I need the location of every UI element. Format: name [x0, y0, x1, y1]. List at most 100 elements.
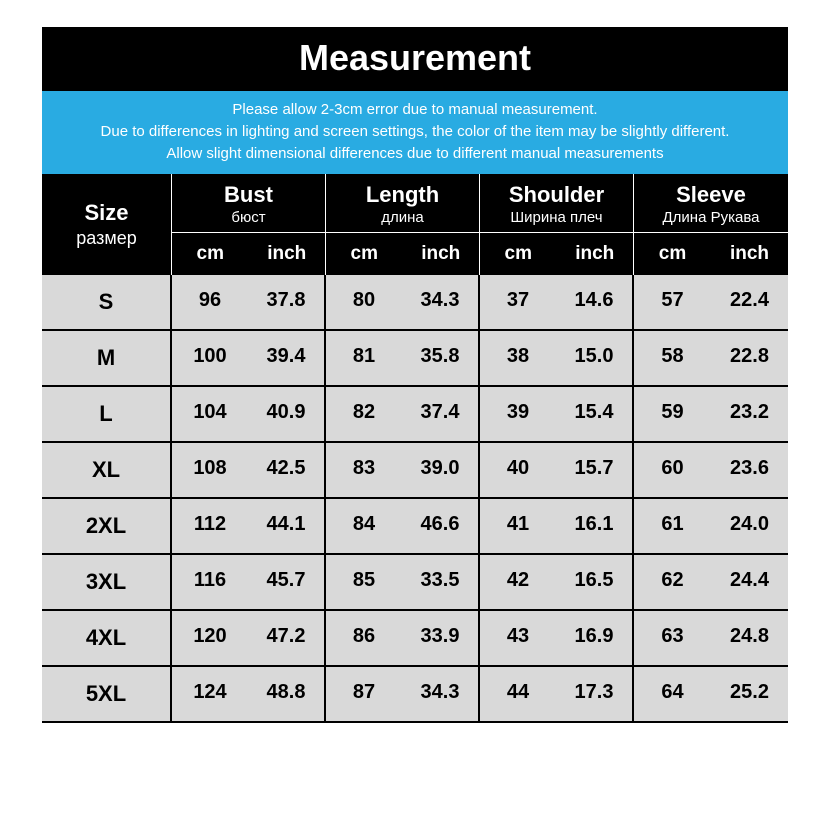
- measurement-group: 8034.3: [326, 275, 480, 329]
- value-cm: 116: [172, 555, 248, 609]
- size-cell: XL: [42, 443, 172, 497]
- table-row: S9637.88034.33714.65722.4: [42, 275, 788, 331]
- measurement-group: 9637.8: [172, 275, 326, 329]
- value-inch: 34.3: [402, 275, 478, 329]
- value-inch: 16.1: [556, 499, 632, 553]
- value-cm: 85: [326, 555, 402, 609]
- value-inch: 16.5: [556, 555, 632, 609]
- table-row: 5XL12448.88734.34417.36425.2: [42, 667, 788, 723]
- measurement-group: 6023.6: [634, 443, 788, 497]
- unit-inch: inch: [557, 233, 634, 275]
- value-inch: 44.1: [248, 499, 324, 553]
- measurement-group: 4316.9: [480, 611, 634, 665]
- size-cell: L: [42, 387, 172, 441]
- measurement-group: 12047.2: [172, 611, 326, 665]
- value-cm: 61: [634, 499, 711, 553]
- header-col-main: Sleeve: [634, 182, 788, 208]
- unit-cm: cm: [172, 233, 249, 275]
- header-col-sub: Длина Рукава: [634, 209, 788, 226]
- value-cm: 100: [172, 331, 248, 385]
- unit-cm: cm: [480, 233, 557, 275]
- size-cell: M: [42, 331, 172, 385]
- value-inch: 24.4: [711, 555, 788, 609]
- value-inch: 34.3: [402, 667, 478, 721]
- measurement-group: 10440.9: [172, 387, 326, 441]
- table-row: XL10842.58339.04015.76023.6: [42, 443, 788, 499]
- value-cm: 96: [172, 275, 248, 329]
- value-cm: 120: [172, 611, 248, 665]
- size-cell: 5XL: [42, 667, 172, 721]
- measurement-group: 8446.6: [326, 499, 480, 553]
- table-row: 4XL12047.28633.94316.96324.8: [42, 611, 788, 667]
- value-cm: 108: [172, 443, 248, 497]
- measurement-chart: Measurement Please allow 2-3cm error due…: [42, 27, 788, 723]
- measurement-group: 5822.8: [634, 331, 788, 385]
- value-inch: 15.0: [556, 331, 632, 385]
- measurement-group: 6324.8: [634, 611, 788, 665]
- value-inch: 33.5: [402, 555, 478, 609]
- header-col-sub: длина: [326, 209, 479, 226]
- measurement-group: 8533.5: [326, 555, 480, 609]
- measurement-group: 6124.0: [634, 499, 788, 553]
- unit-inch: inch: [403, 233, 480, 275]
- value-inch: 33.9: [402, 611, 478, 665]
- value-cm: 60: [634, 443, 711, 497]
- value-inch: 22.8: [711, 331, 788, 385]
- value-inch: 22.4: [711, 275, 788, 329]
- value-cm: 64: [634, 667, 711, 721]
- value-inch: 23.6: [711, 443, 788, 497]
- header-col-sub: бюст: [172, 209, 325, 226]
- header-size-main: Size: [84, 200, 128, 225]
- header-col-main: Shoulder: [480, 182, 633, 208]
- measurement-group: 11244.1: [172, 499, 326, 553]
- value-cm: 87: [326, 667, 402, 721]
- value-inch: 45.7: [248, 555, 324, 609]
- measurement-group: 5722.4: [634, 275, 788, 329]
- value-cm: 86: [326, 611, 402, 665]
- value-cm: 57: [634, 275, 711, 329]
- measurement-note: Please allow 2-3cm error due to manual m…: [42, 91, 788, 174]
- header-sleeve: Sleeve Длина Рукава cm inch: [634, 174, 788, 275]
- note-line: Due to differences in lighting and scree…: [101, 123, 730, 140]
- unit-cm: cm: [326, 233, 403, 275]
- value-inch: 37.8: [248, 275, 324, 329]
- value-inch: 24.0: [711, 499, 788, 553]
- value-inch: 14.6: [556, 275, 632, 329]
- value-inch: 46.6: [402, 499, 478, 553]
- unit-cm: cm: [634, 233, 711, 275]
- value-inch: 39.0: [402, 443, 478, 497]
- size-cell: S: [42, 275, 172, 329]
- size-cell: 2XL: [42, 499, 172, 553]
- value-inch: 15.4: [556, 387, 632, 441]
- note-line: Allow slight dimensional differences due…: [166, 145, 663, 162]
- note-line: Please allow 2-3cm error due to manual m…: [232, 101, 597, 118]
- value-inch: 40.9: [248, 387, 324, 441]
- table-body: S9637.88034.33714.65722.4M10039.48135.83…: [42, 275, 788, 723]
- value-inch: 48.8: [248, 667, 324, 721]
- measurement-group: 3815.0: [480, 331, 634, 385]
- value-inch: 15.7: [556, 443, 632, 497]
- measurement-group: 5923.2: [634, 387, 788, 441]
- measurement-group: 4015.7: [480, 443, 634, 497]
- measurement-group: 4216.5: [480, 555, 634, 609]
- value-cm: 59: [634, 387, 711, 441]
- value-inch: 42.5: [248, 443, 324, 497]
- value-cm: 44: [480, 667, 556, 721]
- value-inch: 47.2: [248, 611, 324, 665]
- table-row: L10440.98237.43915.45923.2: [42, 387, 788, 443]
- measurement-group: 10039.4: [172, 331, 326, 385]
- value-cm: 43: [480, 611, 556, 665]
- header-size-sub: размер: [76, 228, 136, 250]
- value-cm: 63: [634, 611, 711, 665]
- header-size: Size размер: [42, 174, 172, 275]
- value-cm: 39: [480, 387, 556, 441]
- value-inch: 23.2: [711, 387, 788, 441]
- value-cm: 83: [326, 443, 402, 497]
- value-inch: 24.8: [711, 611, 788, 665]
- measurement-group: 6425.2: [634, 667, 788, 721]
- value-cm: 81: [326, 331, 402, 385]
- measurement-group: 11645.7: [172, 555, 326, 609]
- measurement-group: 8734.3: [326, 667, 480, 721]
- value-cm: 124: [172, 667, 248, 721]
- value-cm: 38: [480, 331, 556, 385]
